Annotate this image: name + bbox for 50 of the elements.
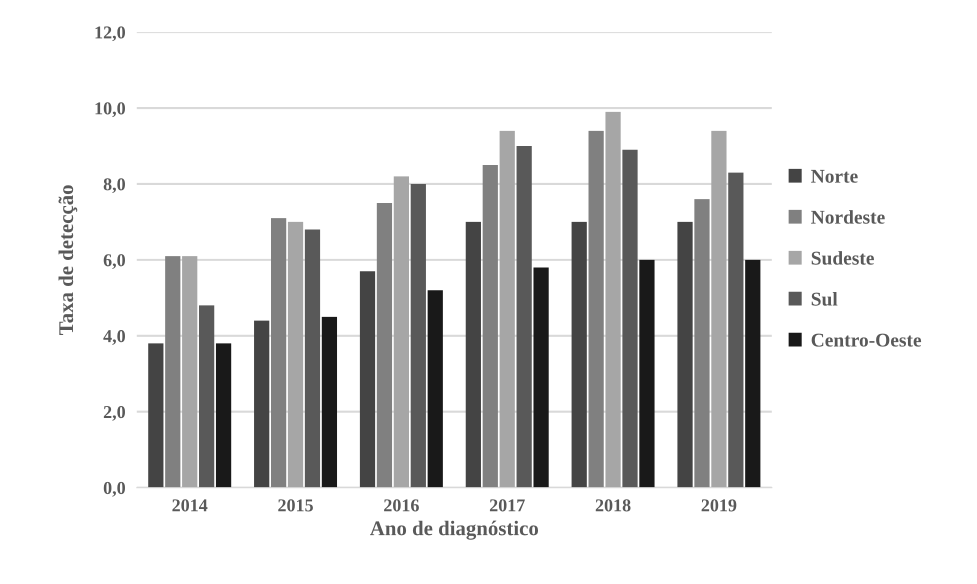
bar xyxy=(639,260,655,488)
bar xyxy=(466,222,481,488)
bar xyxy=(500,130,515,488)
y-tick-label: 0,0 xyxy=(104,482,125,497)
y-tick-label: 10,0 xyxy=(96,102,125,118)
bar xyxy=(288,222,304,488)
y-tick-label: 6,0 xyxy=(104,254,125,269)
bar xyxy=(199,305,214,488)
y-tick-label: 2,0 xyxy=(104,406,125,421)
x-tick-label: 2017 xyxy=(490,499,525,512)
y-tick-label: 8,0 xyxy=(104,178,125,194)
bar xyxy=(588,130,604,488)
bar xyxy=(376,202,392,488)
x-axis-title: Ano de diagnóstico xyxy=(370,520,538,540)
bar xyxy=(745,260,760,488)
bar xyxy=(322,316,338,488)
x-tick-label: 2015 xyxy=(278,499,313,512)
bar xyxy=(694,199,710,488)
bar xyxy=(711,130,727,488)
bar xyxy=(533,267,549,488)
y-tick-label: 4,0 xyxy=(103,330,125,345)
x-tick-label: 2016 xyxy=(384,499,419,512)
bar xyxy=(394,176,410,488)
x-tick-label: 2018 xyxy=(596,499,631,512)
bar xyxy=(410,184,426,488)
bar xyxy=(482,164,498,488)
bar xyxy=(148,343,164,488)
bar xyxy=(428,290,443,488)
bar xyxy=(182,256,198,488)
bar xyxy=(728,172,744,488)
bar xyxy=(605,112,621,488)
bar xyxy=(516,146,532,488)
x-tick-label: 2014 xyxy=(172,499,208,512)
bar xyxy=(572,222,587,488)
legend-label: Nordeste xyxy=(811,210,885,224)
bar xyxy=(622,150,638,488)
bar xyxy=(360,271,376,488)
bar xyxy=(216,343,232,488)
y-axis-title: Taxa de detecção xyxy=(58,185,78,335)
bar xyxy=(677,222,693,488)
bar xyxy=(165,256,180,488)
bar xyxy=(270,218,286,488)
legend-label: Sudeste xyxy=(812,251,874,265)
bar xyxy=(304,230,320,488)
legend-label: Sul xyxy=(812,292,838,306)
bar xyxy=(254,320,270,488)
x-tick-label: 2019 xyxy=(702,499,736,512)
legend-label: Centro-Oeste xyxy=(812,334,922,347)
y-tick-label: 12,0 xyxy=(96,26,125,42)
legend-label: Norte xyxy=(811,170,858,183)
